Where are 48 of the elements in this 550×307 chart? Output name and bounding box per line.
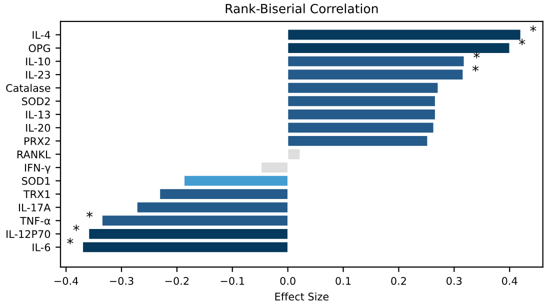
x-tick-label: 0.3: [446, 276, 462, 285]
annotation: *: [67, 238, 74, 244]
bar: [287, 42, 510, 54]
bar: [287, 56, 464, 67]
y-tick-label: RANKL: [17, 150, 51, 158]
y-tick-label: IL-13: [26, 110, 50, 119]
y-tick-label: SOD1: [22, 177, 50, 185]
y-tick-label: Catalase: [6, 84, 50, 92]
bar: [287, 29, 522, 40]
y-tick-label: IL-6: [32, 243, 50, 252]
y-tick-label: IL-4: [32, 31, 50, 39]
x-tick-label: −0.3: [110, 276, 134, 285]
x-tick-label: −0.2: [165, 276, 189, 285]
y-tick-label: IL-10: [26, 58, 50, 66]
bar: [159, 188, 288, 200]
bar: [136, 202, 288, 214]
x-tick-label: −0.4: [54, 276, 78, 285]
y-tick-label: TRX1: [23, 190, 50, 198]
annotation: *: [73, 224, 80, 231]
y-tick-label: PRX2: [24, 137, 50, 145]
bar: [287, 95, 436, 107]
x-tick-label: 0.0: [280, 276, 296, 285]
y-tick-label: IL-12P70: [6, 230, 50, 238]
y-tick-label: OPG: [28, 44, 50, 52]
bar: [184, 175, 288, 186]
bar: [287, 135, 428, 147]
annotation: *: [474, 52, 480, 58]
y-tick-label: TNF-α: [20, 216, 50, 225]
x-tick-label: 0.4: [502, 276, 518, 285]
y-tick-label: IFN-γ: [25, 164, 50, 174]
chart-title: Rank-Biserial Correlation: [226, 4, 378, 14]
annotation: *: [472, 65, 479, 72]
annotation: *: [519, 38, 526, 46]
bar: [260, 162, 288, 174]
y-tick-label: IL-20: [26, 124, 50, 132]
bar: [287, 148, 300, 160]
bar: [287, 108, 436, 120]
y-tick-label: IL-17A: [18, 204, 51, 212]
y-tick-label: SOD2: [22, 97, 50, 106]
x-tick-label: 0.1: [336, 276, 351, 285]
bar: [287, 122, 434, 134]
y-tick-label: IL-23: [26, 70, 50, 79]
x-axis-title: Effect Size: [275, 292, 329, 301]
x-tick-label: −0.1: [220, 276, 244, 285]
annotation: *: [530, 26, 536, 32]
bar: [82, 242, 288, 253]
x-tick-label: 0.2: [391, 276, 406, 285]
annotation: *: [86, 211, 93, 218]
